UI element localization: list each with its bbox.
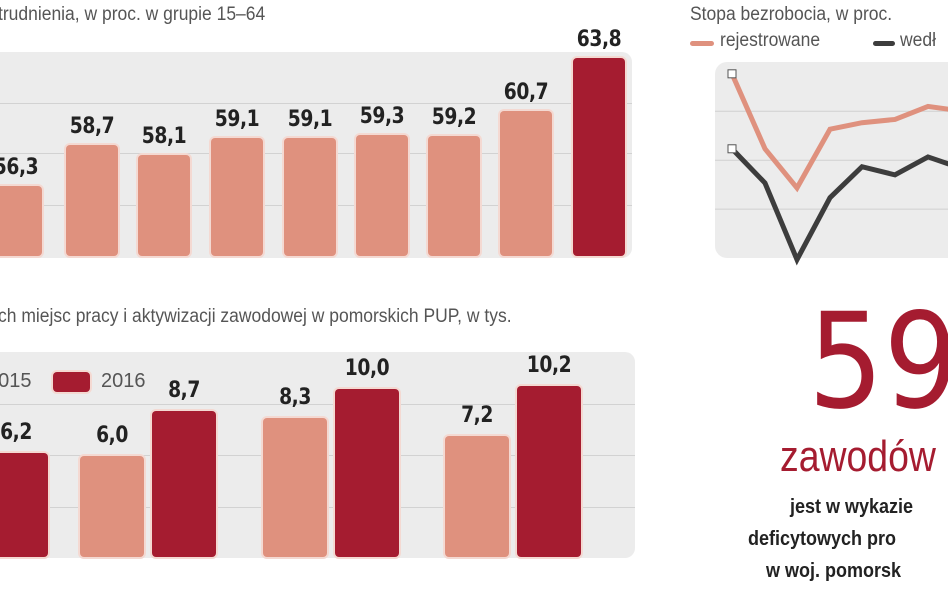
data-label: 58,7 (69, 113, 115, 139)
legend-swatch-2016 (53, 372, 90, 392)
bar-2011 (284, 138, 336, 256)
data-label: 59,2 (431, 105, 477, 131)
data-label: 10,0 (344, 356, 390, 381)
legend-swatch-wedlug (873, 41, 895, 46)
legend-label-2015: 2015 (0, 370, 32, 392)
callout-number: 59 (808, 285, 948, 439)
bar-2012 (356, 134, 408, 256)
bar-2008 (66, 144, 118, 256)
bar-2007 (0, 185, 42, 256)
legend-label-rejestrowane: rejestrowane (720, 30, 821, 51)
bar-2013 (428, 136, 480, 256)
bar-2009 (138, 155, 190, 256)
callout-line-1: jest w wykazie (790, 496, 914, 518)
data-label: 8,7 (168, 377, 200, 403)
data-label: 58,1 (141, 124, 187, 150)
data-label: 10,2 (526, 352, 572, 378)
legend-label-2016: 2016 (101, 370, 146, 392)
bar-2014 (500, 110, 552, 256)
data-label: 7,2 (461, 403, 493, 429)
callout-unit: zawodów (780, 432, 936, 481)
bar-marzec-2016 (335, 389, 399, 557)
data-label: 59,1 (287, 107, 333, 132)
legend-swatch-rejestrowane (690, 41, 714, 46)
chart3-title: Stopa bezrobocia, w proc. (690, 4, 893, 25)
data-label: 63,8 (576, 26, 622, 52)
bar-marzec-2015 (263, 417, 327, 557)
bar-styczeń-2016 (0, 452, 48, 557)
bar-luty-2016 (152, 410, 216, 557)
legend-label-wedlug: wedł (900, 30, 936, 51)
start-point-marker (727, 144, 737, 154)
series-line-1 (730, 147, 948, 266)
data-label: 56,3 (0, 154, 39, 180)
data-label: 60,7 (503, 79, 549, 105)
series-line-0 (729, 72, 948, 193)
callout-line-3: w woj. pomorsk (766, 560, 902, 582)
bar-luty-2015 (80, 456, 144, 557)
chart1-title: trudnienia, w proc. w grupie 15–64 (0, 4, 266, 25)
data-label: 59,3 (359, 103, 405, 129)
data-label: 8,3 (279, 384, 311, 410)
bar-kwiecień-2016 (517, 385, 581, 557)
data-label: 59,1 (214, 107, 260, 132)
bar-kwiecień-2015 (445, 436, 509, 557)
data-label: 6,0 (96, 423, 128, 449)
data-label: 6,2 (0, 419, 32, 445)
chart2-title: ch miejsc pracy i aktywizacji zawodowej … (0, 306, 512, 327)
bar-2010 (211, 138, 263, 256)
gridline (0, 103, 632, 104)
bar-2015 (573, 57, 625, 256)
callout-line-2: deficytowych pro (748, 528, 897, 550)
start-point-marker (727, 69, 737, 79)
gridline (0, 404, 635, 405)
